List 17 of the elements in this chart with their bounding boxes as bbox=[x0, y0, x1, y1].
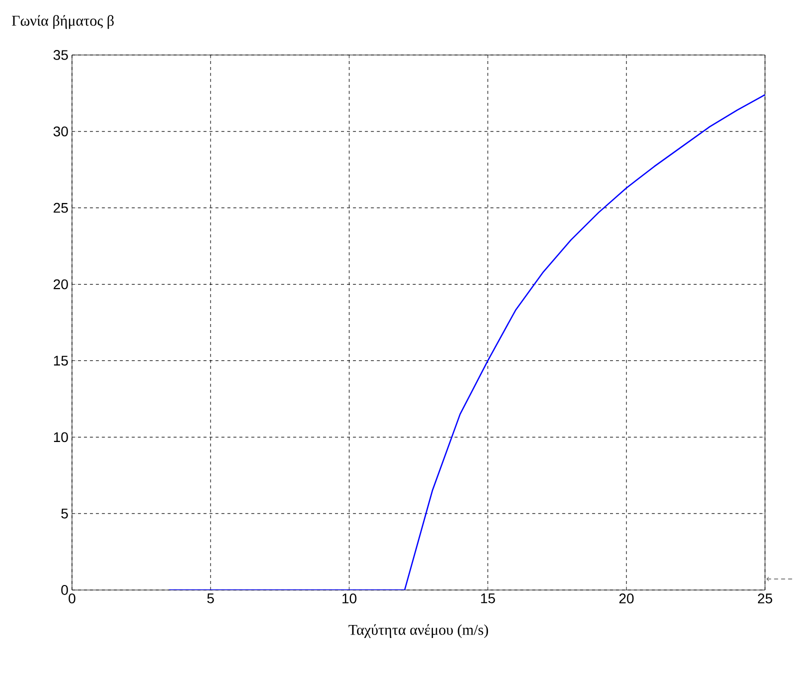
x-tick-label: 15 bbox=[481, 594, 495, 604]
x-axis-title: Ταχύτητα ανέμου (m/s) bbox=[348, 624, 488, 638]
x-tick-label: 25 bbox=[758, 594, 772, 604]
x-tick-label: 20 bbox=[619, 594, 634, 604]
y-tick-label: 20 bbox=[54, 279, 68, 290]
y-axis-title: Γωνία βήματος β bbox=[12, 15, 114, 29]
y-tick-label: 15 bbox=[54, 356, 68, 366]
y-tick-label: 0 bbox=[61, 585, 68, 595]
y-tick-label: 25 bbox=[54, 202, 68, 213]
x-tick-label: 10 bbox=[342, 594, 356, 604]
y-tick-label: 10 bbox=[54, 432, 68, 442]
line-series bbox=[168, 94, 766, 590]
y-tick-label: 5 bbox=[61, 508, 68, 518]
y-tick-label: 30 bbox=[53, 126, 68, 136]
y-tick-label: 35 bbox=[53, 50, 68, 60]
x-tick-label: 5 bbox=[207, 594, 214, 604]
x-tick-label: 0 bbox=[68, 594, 76, 604]
